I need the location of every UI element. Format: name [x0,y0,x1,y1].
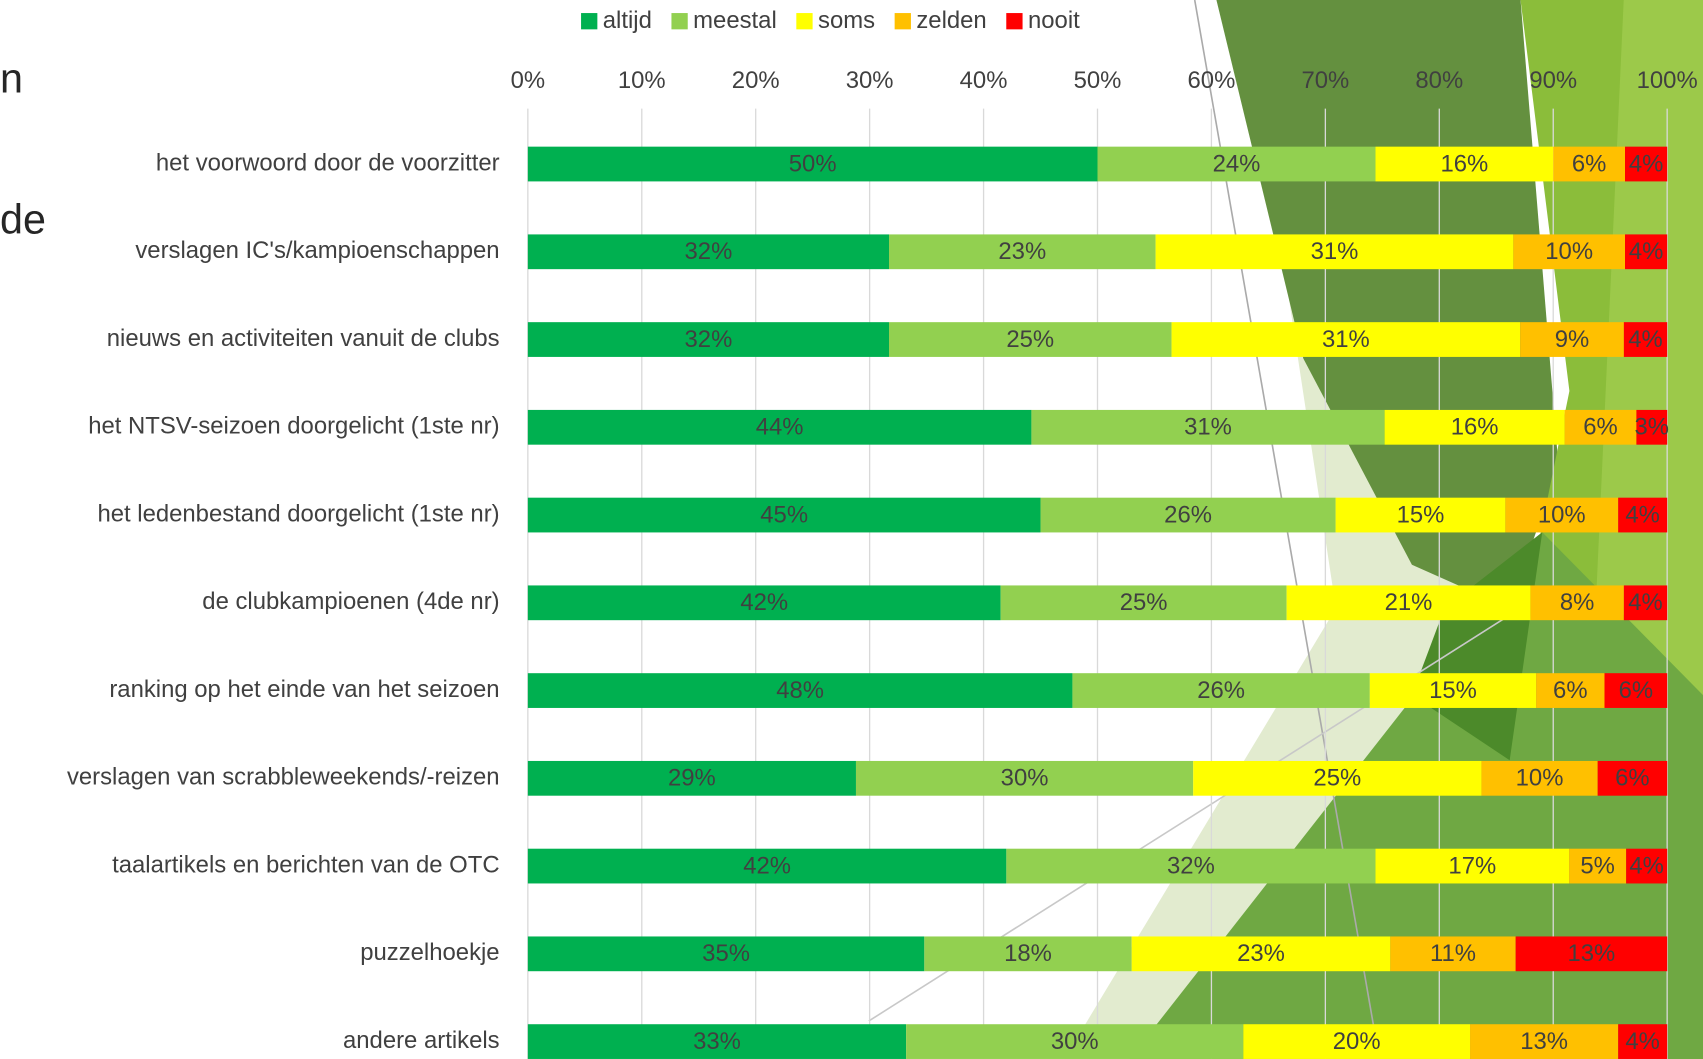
legend-swatch [1006,13,1022,29]
x-tick-label: 90% [1529,67,1577,94]
slide-title-fragment: n [0,55,23,101]
category-label: het NTSV-seizoen doorgelicht (1ste nr) [88,413,499,440]
legend-label: meestal [693,7,777,34]
legend-label: zelden [916,7,986,34]
data-label: 3% [1635,414,1670,441]
data-label: 23% [998,238,1046,265]
data-label: 31% [1184,414,1232,441]
data-label: 10% [1538,501,1586,528]
data-label: 20% [1333,1028,1381,1055]
data-label: 6% [1572,150,1607,177]
x-tick-label: 100% [1637,67,1698,94]
data-label: 4% [1629,150,1664,177]
data-label: 10% [1545,238,1593,265]
data-label: 15% [1429,677,1477,704]
category-label: taalartikels en berichten van de OTC [112,851,500,878]
data-label: 24% [1213,150,1261,177]
x-tick-label: 40% [960,67,1008,94]
data-label: 26% [1197,677,1245,704]
data-label: 44% [756,414,804,441]
category-label: ranking op het einde van het seizoen [109,676,499,703]
data-label: 48% [776,677,824,704]
data-label: 21% [1385,589,1433,616]
category-label: verslagen IC's/kampioenschappen [135,237,499,264]
data-label: 31% [1311,238,1359,265]
data-label: 25% [1006,326,1054,353]
data-label: 25% [1120,589,1168,616]
data-label: 45% [760,501,808,528]
data-label: 32% [685,238,733,265]
legend-swatch [671,13,687,29]
data-label: 4% [1625,1028,1660,1055]
data-label: 9% [1555,326,1590,353]
data-label: 25% [1313,765,1361,792]
category-label: het voorwoord door de voorzitter [156,149,500,176]
category-label: nieuws en activiteiten vanuit de clubs [107,325,500,352]
legend-swatch [796,13,812,29]
data-label: 42% [740,589,788,616]
legend-swatch [895,13,911,29]
data-label: 42% [743,852,791,879]
category-label: andere artikels [343,1027,500,1054]
data-label: 30% [1051,1028,1099,1055]
category-label: de clubkampioenen (4de nr) [202,588,499,615]
data-label: 31% [1322,326,1370,353]
category-label: verslagen van scrabbleweekends/-reizen [67,764,500,791]
data-label: 15% [1397,501,1445,528]
data-label: 4% [1629,852,1664,879]
data-label: 10% [1516,765,1564,792]
data-label: 6% [1619,677,1654,704]
data-label: 6% [1553,677,1588,704]
data-label: 6% [1615,765,1650,792]
x-tick-label: 30% [846,67,894,94]
data-label: 4% [1629,238,1664,265]
slide: n de 0% 10% 20% 30% 40% 50% 60% 70% 80% 90% 100% h… [0,0,1703,1059]
x-tick-label: 10% [618,67,666,94]
x-tick-label: 70% [1301,67,1349,94]
x-tick-label: 80% [1415,67,1463,94]
x-tick-label: 50% [1074,67,1122,94]
data-label: 4% [1628,589,1663,616]
data-label: 17% [1448,852,1496,879]
data-label: 35% [702,940,750,967]
legend-label: altijd [603,7,652,34]
data-label: 32% [1167,852,1215,879]
data-label: 13% [1520,1028,1568,1055]
data-label: 50% [789,150,837,177]
x-tick-label: 0% [511,67,546,94]
data-label: 5% [1580,852,1615,879]
data-label: 29% [668,765,716,792]
data-label: 32% [685,326,733,353]
slide-title-fragment: de [0,197,46,243]
legend-swatch [581,13,597,29]
data-label: 4% [1628,326,1663,353]
data-label: 11% [1430,940,1476,967]
data-label: 18% [1004,940,1052,967]
data-label: 8% [1560,589,1595,616]
legend: altijd meestal soms zelden nooit [581,7,1080,34]
x-tick-label: 20% [732,67,780,94]
data-label: 16% [1440,150,1488,177]
category-label: het ledenbestand doorgelicht (1ste nr) [97,500,499,527]
data-label: 26% [1164,501,1212,528]
data-label: 30% [1001,765,1049,792]
data-label: 16% [1451,414,1499,441]
data-label: 23% [1237,940,1285,967]
category-label: puzzelhoekje [360,939,499,966]
data-label: 33% [693,1028,741,1055]
data-label: 13% [1567,940,1615,967]
x-tick-label: 60% [1188,67,1236,94]
legend-label: nooit [1028,7,1080,34]
data-label: 6% [1583,414,1618,441]
legend-label: soms [818,7,875,34]
data-label: 4% [1625,501,1660,528]
